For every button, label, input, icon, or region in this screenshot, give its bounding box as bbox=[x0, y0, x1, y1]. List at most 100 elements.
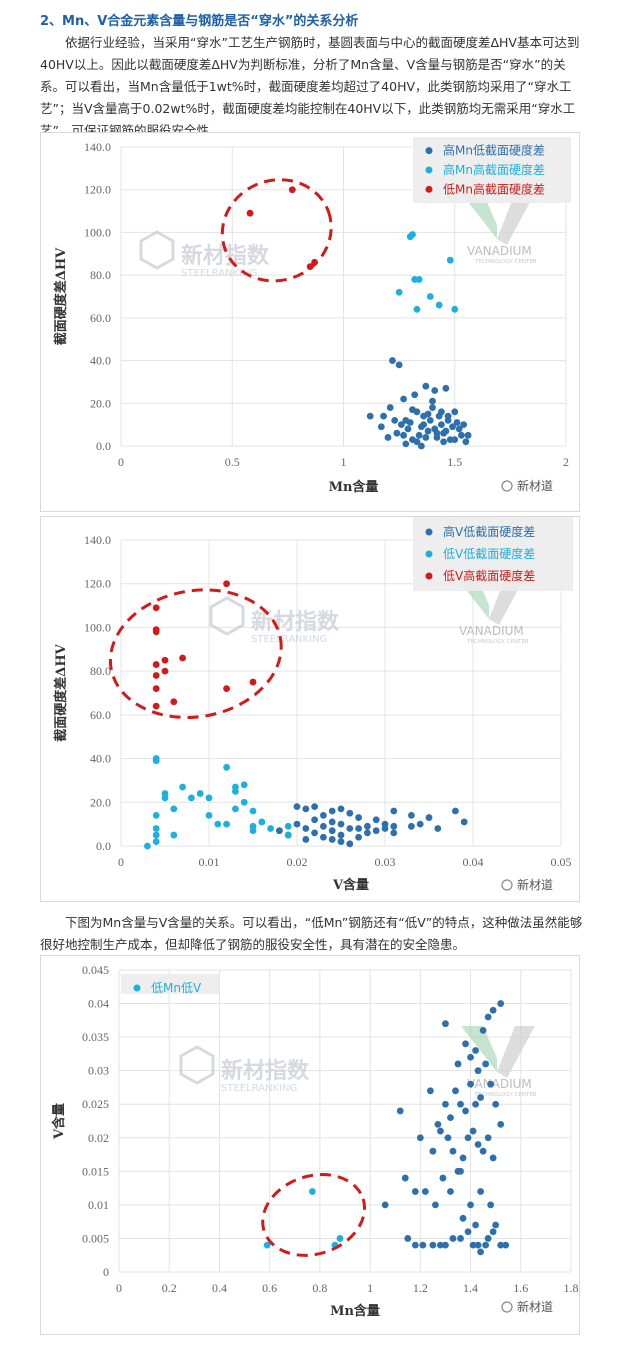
data-point bbox=[336, 1235, 344, 1242]
x-tick-label: 0 bbox=[116, 1281, 122, 1295]
data-point bbox=[467, 1053, 474, 1061]
data-point bbox=[439, 1174, 447, 1182]
data-point bbox=[391, 416, 399, 424]
data-point bbox=[302, 825, 310, 832]
data-point bbox=[431, 387, 439, 394]
data-point bbox=[381, 825, 389, 832]
data-point bbox=[395, 361, 403, 369]
data-point bbox=[377, 423, 385, 431]
data-point bbox=[152, 604, 160, 612]
data-point bbox=[328, 836, 336, 843]
data-point bbox=[459, 1214, 467, 1222]
data-point bbox=[474, 1241, 482, 1249]
data-point bbox=[424, 410, 432, 418]
data-point bbox=[355, 814, 362, 821]
watermark-brand-cn: 新材指数 bbox=[251, 609, 340, 635]
watermark-brand-en: STEELRANKING bbox=[251, 634, 327, 645]
data-point bbox=[240, 781, 248, 789]
data-point bbox=[429, 1241, 437, 1249]
data-point bbox=[413, 305, 421, 313]
data-point bbox=[482, 1060, 490, 1068]
x-tick-label: 0.5 bbox=[225, 455, 240, 469]
data-point bbox=[381, 1201, 389, 1209]
data-point bbox=[415, 276, 423, 283]
data-point bbox=[346, 825, 354, 832]
y-tick-label: 60.0 bbox=[90, 311, 111, 325]
data-point bbox=[457, 1100, 464, 1108]
vanadium-v-icon-right bbox=[497, 193, 535, 245]
highlight-ellipse bbox=[220, 178, 333, 283]
data-point bbox=[397, 421, 405, 429]
data-point bbox=[366, 412, 374, 420]
data-point bbox=[442, 1020, 449, 1028]
data-point bbox=[429, 1147, 437, 1155]
watermark-brand-cn: 新材指数 bbox=[221, 1058, 310, 1084]
data-point bbox=[424, 427, 432, 435]
data-point bbox=[346, 809, 354, 817]
vanadium-subtext: TECHNOLOGY CENTER bbox=[474, 259, 537, 265]
chart-v-vs-hardness: 0.0 20.0 40.0 60.0 80.0 100.0 120.0 140.0 0 0.01 0… bbox=[40, 516, 580, 902]
data-point bbox=[401, 1174, 409, 1182]
data-point bbox=[492, 1221, 500, 1229]
data-point bbox=[489, 1228, 497, 1236]
y-tick-label: 100.0 bbox=[84, 225, 111, 239]
data-point bbox=[447, 1114, 454, 1122]
data-point bbox=[308, 1188, 316, 1195]
data-point bbox=[311, 829, 318, 837]
chart-mn-vs-v-svg: 0 0.005 0.01 0.015 0.02 0.025 0.03 0.035 0.04 0.0… bbox=[51, 963, 579, 1319]
data-point bbox=[409, 231, 416, 238]
data-point bbox=[462, 438, 470, 446]
data-point bbox=[489, 1154, 497, 1162]
x-tick-label: 1 bbox=[367, 1281, 373, 1295]
data-point bbox=[188, 794, 195, 802]
data-point bbox=[440, 438, 448, 446]
legend-marker bbox=[425, 528, 433, 536]
data-point bbox=[419, 1241, 427, 1249]
data-point bbox=[422, 434, 430, 441]
x-tick-label: 2 bbox=[563, 455, 569, 469]
data-point bbox=[246, 209, 254, 217]
data-point bbox=[170, 698, 178, 706]
data-point bbox=[152, 757, 160, 765]
legend-label: 高Mn低截面硬度差 bbox=[443, 143, 545, 158]
data-point bbox=[320, 812, 327, 819]
data-point bbox=[320, 833, 327, 841]
data-point bbox=[460, 818, 468, 826]
data-point bbox=[477, 1248, 484, 1256]
data-point bbox=[484, 1013, 492, 1021]
data-point bbox=[442, 384, 450, 392]
x-tick-label: 0.4 bbox=[212, 1281, 227, 1295]
data-point bbox=[477, 1188, 484, 1195]
x-tick-label: 0.8 bbox=[312, 1281, 327, 1295]
x-tick-label: 1 bbox=[341, 455, 347, 469]
data-point bbox=[502, 1241, 510, 1249]
series-1 bbox=[395, 231, 459, 313]
data-point bbox=[409, 406, 416, 414]
vanadium-v-icon bbox=[461, 1026, 497, 1072]
wechat-badge: 新材道 bbox=[501, 478, 553, 493]
data-point bbox=[284, 822, 292, 830]
data-point bbox=[337, 805, 345, 813]
data-point bbox=[432, 1201, 439, 1209]
wechat-badge: 新材道 bbox=[501, 1299, 553, 1314]
data-point bbox=[467, 1080, 474, 1088]
data-point bbox=[389, 357, 396, 364]
data-point bbox=[429, 404, 436, 411]
legend-marker bbox=[133, 984, 141, 992]
data-point bbox=[311, 816, 318, 824]
data-point bbox=[393, 429, 401, 437]
data-point bbox=[390, 829, 398, 837]
data-point bbox=[328, 818, 336, 826]
data-point bbox=[205, 812, 213, 819]
data-point bbox=[179, 654, 187, 662]
data-point bbox=[161, 667, 169, 675]
y-tick-label: 0.03 bbox=[88, 1064, 109, 1078]
data-point bbox=[479, 1027, 487, 1034]
legend-marker bbox=[425, 147, 433, 155]
series-1 bbox=[263, 1188, 344, 1249]
x-tick-label: 1.6 bbox=[513, 1281, 528, 1295]
data-point bbox=[452, 807, 459, 815]
